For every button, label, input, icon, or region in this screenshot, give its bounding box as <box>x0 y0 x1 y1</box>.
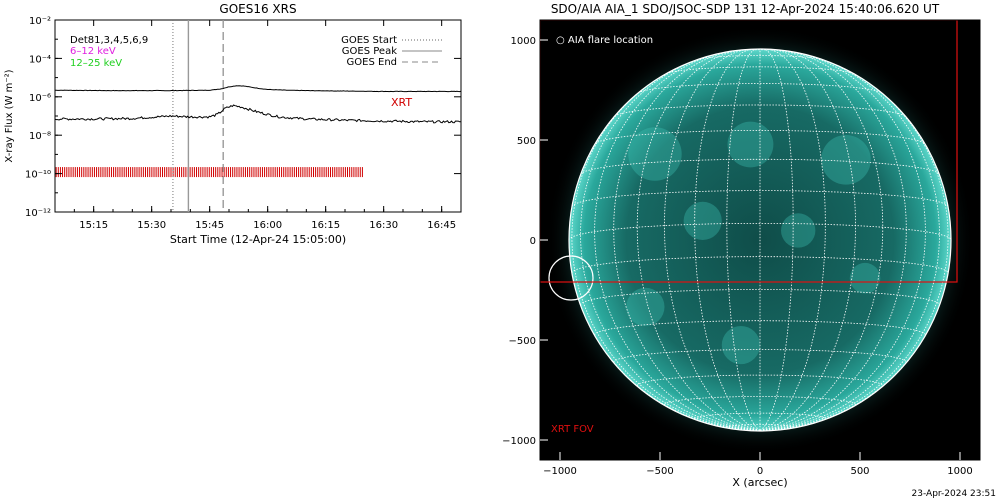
aia-y-tick-label: 500 <box>517 136 536 147</box>
active-regions <box>626 121 881 365</box>
aia-131-image: SDO/AIA AIA_1 SDO/JSOC-SDP 131 12-Apr-20… <box>502 2 981 489</box>
goes-x-tick-label: 16:45 <box>427 220 456 231</box>
active-region-blob <box>628 127 682 181</box>
grid-latitude-line <box>726 424 794 428</box>
grid-longitude-line <box>694 49 761 431</box>
grid-longitude-line <box>613 49 761 431</box>
aia-x-tick-label: −1000 <box>543 466 577 477</box>
grid-longitude-line <box>759 50 926 431</box>
aia-x-axis: −1000 −500 0 500 1000 <box>543 452 973 477</box>
goes-x-tick-label: 15:15 <box>79 220 108 231</box>
aia-x-tick-label: 0 <box>757 466 763 477</box>
goes-y-tick-label: 10⁻¹² <box>25 208 51 219</box>
xrt-fov-box <box>540 20 958 283</box>
legend-goes-end: GOES End <box>347 57 397 68</box>
grid-longitude-line <box>759 70 949 431</box>
goes-series-line-1 <box>54 104 462 124</box>
grid-latitude-line <box>614 104 906 117</box>
grid-latitude-line <box>594 129 926 145</box>
aia-y-tick-label: −500 <box>509 336 536 347</box>
aia-y-tick-label: −1000 <box>502 436 536 447</box>
grid-latitude-line <box>569 223 951 241</box>
goes-event-lines <box>172 20 224 212</box>
aia-x-axis-label: X (arcsec) <box>732 476 787 489</box>
goes-series-line-0 <box>55 85 462 93</box>
detector-label: Det81,3,4,5,6,9 <box>70 35 148 46</box>
goes-flux-curves <box>54 85 462 124</box>
xrt-observation-bars <box>55 167 363 178</box>
grid-longitude-line <box>759 49 884 431</box>
goes-y-tick-label: 10⁻⁸ <box>29 131 51 142</box>
goes-xrs-chart: GOES16 XRS 15:15 15:30 15:45 16:00 16:15 16:3… <box>4 2 462 246</box>
goes-x-axis: 15:15 15:30 15:45 16:00 16:15 16:30 16:45 <box>54 20 462 231</box>
grid-latitude-line <box>594 320 926 336</box>
grid-latitude-line <box>696 55 824 61</box>
grid-latitude-line <box>571 190 949 207</box>
solar-limb <box>568 48 952 432</box>
goes-plot-frame <box>54 19 462 213</box>
goes-chart-title: GOES16 XRS <box>219 2 296 16</box>
grid-longitude-line <box>726 49 761 431</box>
goes-y-axis-label: X-ray Flux (W m⁻²) <box>4 69 15 162</box>
goes-y-tick-label: 10⁻⁴ <box>29 54 51 65</box>
grid-longitude-line <box>636 49 761 431</box>
legend-goes-start: GOES Start <box>341 35 397 46</box>
grid-longitude-line <box>759 55 940 431</box>
grid-longitude-line <box>759 49 794 431</box>
aia-x-tick-label: 500 <box>850 466 869 477</box>
goes-x-tick-label: 15:30 <box>137 220 166 231</box>
band-label-12-25kev: 12–25 keV <box>70 58 122 69</box>
aia-image-title: SDO/AIA AIA_1 SDO/JSOC-SDP 131 12-Apr-20… <box>551 2 940 16</box>
grid-longitude-line <box>759 49 826 431</box>
aia-x-tick-label: 1000 <box>947 466 972 477</box>
goes-event-legend: GOES Start GOES Peak GOES End <box>341 35 442 68</box>
grid-longitude-line <box>759 49 907 431</box>
active-region-blob <box>727 121 774 168</box>
aia-y-tick-label: 1000 <box>511 36 536 47</box>
flare-location-legend: ○ AIA flare location <box>556 35 653 46</box>
flare-location-circle <box>548 255 594 301</box>
active-region-blob <box>683 201 722 240</box>
goes-y-axis: 10⁻² 10⁻⁴ 10⁻⁶ 10⁻⁸ 10⁻¹⁰ 10⁻¹² <box>25 16 461 219</box>
grid-longitude-line <box>594 50 761 431</box>
goes-x-tick-label: 15:45 <box>195 220 224 231</box>
grid-latitude-line <box>665 66 855 75</box>
aia-x-tick-label: −500 <box>646 466 673 477</box>
footer-timestamp: 23-Apr-2024 23:51 <box>912 489 996 499</box>
band-label-6-12kev: 6–12 keV <box>70 46 116 57</box>
xrt-fov-label: XRT FOV <box>551 424 594 435</box>
grid-longitude-line <box>571 70 761 431</box>
aia-y-tick-label: 0 <box>530 236 536 247</box>
grid-longitude-line <box>580 55 761 431</box>
goes-x-tick-label: 16:00 <box>253 220 282 231</box>
active-region-blob <box>781 213 816 248</box>
goes-x-tick-label: 16:30 <box>369 220 398 231</box>
active-region-blob <box>849 262 881 294</box>
active-region-blob <box>721 325 761 365</box>
grid-latitude-line <box>694 412 826 419</box>
active-region-blob <box>821 134 871 185</box>
aia-y-axis: 1000 500 0 −500 −1000 <box>502 36 548 447</box>
legend-goes-peak: GOES Peak <box>342 46 397 57</box>
goes-x-tick-label: 16:15 <box>311 220 340 231</box>
grid-latitude-line <box>613 349 907 363</box>
goes-y-tick-label: 10⁻¹⁰ <box>25 170 51 181</box>
goes-y-tick-label: 10⁻² <box>29 16 51 27</box>
goes-y-tick-label: 10⁻⁶ <box>29 93 51 104</box>
goes-x-axis-label: Start Time (12-Apr-24 15:05:00) <box>170 233 346 246</box>
active-region-blob <box>626 287 665 326</box>
grid-latitude-line <box>571 256 949 274</box>
xrt-label: XRT <box>391 96 412 109</box>
